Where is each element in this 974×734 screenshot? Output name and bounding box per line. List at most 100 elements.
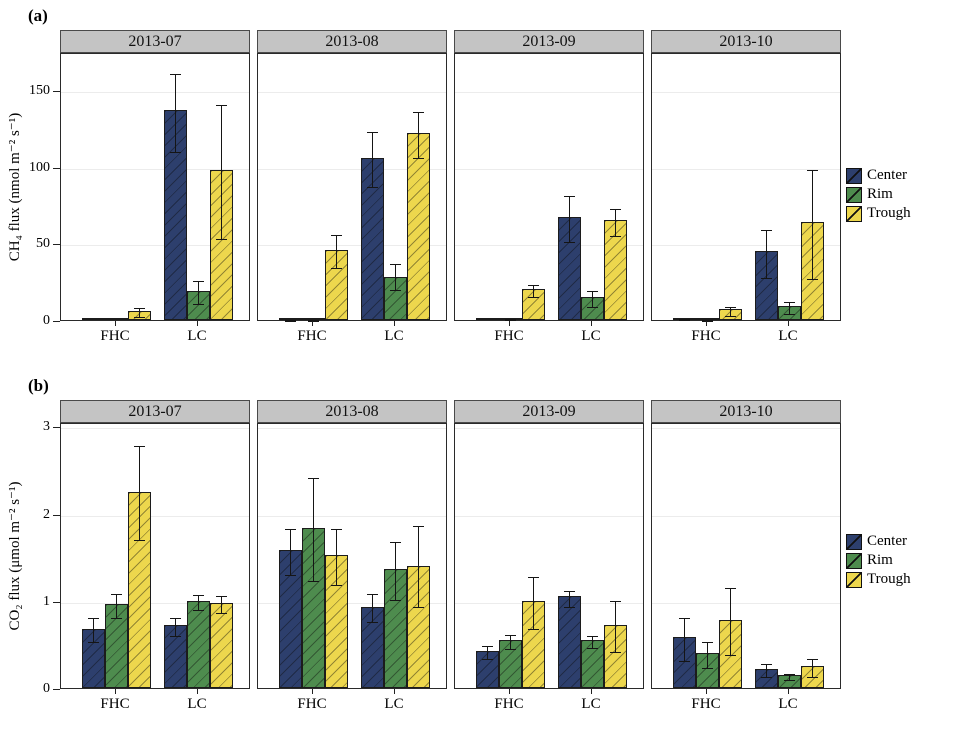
legend-key-trough-swatch <box>846 205 862 222</box>
error-bar-cap-bottom <box>701 668 713 670</box>
error-bar-cap-top <box>284 528 296 530</box>
error-bar-cap-top <box>307 319 319 321</box>
y-tick-label: 0 <box>43 313 50 328</box>
gridline <box>652 92 840 94</box>
gridline <box>61 245 249 247</box>
error-bar-line <box>765 663 767 677</box>
error-bar-line <box>138 445 140 540</box>
error-bar-line <box>811 170 813 280</box>
error-bar-line <box>591 291 593 307</box>
facet-strip-label: 2013-09 <box>454 30 644 53</box>
facet-strip-label: 2013-07 <box>60 400 250 423</box>
error-bar-cap-top <box>527 576 539 578</box>
error-bar-cap-top <box>389 263 401 265</box>
gridline <box>258 245 446 247</box>
error-bar-cap-top <box>307 478 319 480</box>
error-bar-cap-top <box>563 196 575 198</box>
panel-label-b: (b) <box>28 376 49 395</box>
error-bar-cap-bottom <box>192 303 204 305</box>
y-tick-mark <box>53 689 60 690</box>
error-bar-cap-bottom <box>678 320 690 322</box>
error-bar-cap-top <box>215 595 227 597</box>
gridline <box>258 515 446 517</box>
error-bar-cap-bottom <box>783 314 795 316</box>
gridline <box>258 168 446 170</box>
bar-rim-fhc <box>301 318 325 320</box>
y-tick-mark <box>53 167 60 169</box>
error-bar-cap-bottom <box>586 306 598 308</box>
error-bar-cap-top <box>609 601 621 603</box>
y-tick-mark <box>53 321 60 322</box>
y-tick-mark <box>53 91 60 93</box>
error-bar-cap-bottom <box>366 621 378 623</box>
x-tick-mark <box>787 689 789 694</box>
bar-trough-lc <box>603 220 627 320</box>
error-bar-line <box>729 306 731 316</box>
bar-rim-lc <box>383 277 407 320</box>
y-axis-ticks: 0 1 2 3 <box>0 376 974 734</box>
bar-trough-lc <box>603 625 627 688</box>
error-bar-line <box>568 591 570 608</box>
legend-key-rim-swatch <box>846 186 862 203</box>
bar-center-fhc <box>81 628 105 688</box>
error-bar-cap-top <box>87 618 99 620</box>
x-group-label-fhc: FHC <box>494 696 524 712</box>
error-bar-cap-top <box>586 291 598 293</box>
panel-a-ch4-flux: (a) CH₄ flux (nmol m⁻² s⁻¹) 0 50 100 150 20… <box>0 6 974 366</box>
x-tick-mark <box>393 689 395 694</box>
gridline <box>258 602 446 604</box>
error-bar-cap-bottom <box>412 607 424 609</box>
error-bar-cap-top <box>504 635 516 637</box>
bar-rim-fhc <box>498 640 522 688</box>
error-bar-cap-bottom <box>609 236 621 238</box>
bar-trough-lc <box>406 565 430 688</box>
error-bar-cap-bottom <box>110 617 122 619</box>
error-bar-line <box>614 208 616 237</box>
facet-plot-area <box>60 53 250 321</box>
error-bar-line <box>197 280 199 304</box>
error-bar-cap-bottom <box>527 628 539 630</box>
y-tick-mark <box>53 601 60 603</box>
bar-rim-fhc <box>695 318 719 320</box>
error-bar-cap-bottom <box>307 580 319 582</box>
legend-label-rim: Rim <box>867 186 893 202</box>
facet-strip-label: 2013-07 <box>60 30 250 53</box>
error-bar-cap-top <box>609 208 621 210</box>
error-bar-cap-top <box>806 659 818 661</box>
facet-2013-09: 2013-09 FHC LC <box>454 400 644 712</box>
x-tick-mark <box>196 689 198 694</box>
error-bar-cap-top <box>284 319 296 321</box>
bar-rim-fhc <box>104 318 128 320</box>
facet-strip-label: 2013-10 <box>651 30 841 53</box>
error-bar-cap-top <box>330 528 342 530</box>
error-bar-cap-top <box>701 642 713 644</box>
error-bar-cap-bottom <box>284 321 296 323</box>
x-tick-mark <box>508 689 510 694</box>
error-bar-line <box>568 196 570 243</box>
gridline <box>455 428 643 430</box>
error-bar-cap-bottom <box>389 289 401 291</box>
error-bar-cap-top <box>701 319 713 321</box>
y-tick-label: 100 <box>29 159 50 175</box>
gridline <box>61 168 249 170</box>
error-bar-line <box>174 618 176 636</box>
gridline <box>455 92 643 94</box>
gridline <box>61 515 249 517</box>
error-bar-line <box>174 73 176 152</box>
bar-rim-lc <box>383 568 407 688</box>
bar-center-lc <box>163 625 187 688</box>
error-bar-cap-top <box>527 285 539 287</box>
x-tick-mark <box>705 321 707 326</box>
error-bar-line <box>220 595 222 614</box>
x-tick-mark <box>114 689 116 694</box>
bar-center-fhc <box>81 318 105 320</box>
legend-label-trough: Trough <box>867 205 911 221</box>
error-bar-cap-bottom <box>724 655 736 657</box>
error-bar-cap-bottom <box>389 600 401 602</box>
facet-2013-07: 2013-07 FHC LC <box>60 30 250 344</box>
x-group-label-fhc: FHC <box>297 696 327 712</box>
error-bar-cap-bottom <box>504 320 516 322</box>
facet-plot-area <box>257 53 447 323</box>
error-bar-line <box>417 112 419 159</box>
x-group-label-lc: LC <box>187 328 207 344</box>
